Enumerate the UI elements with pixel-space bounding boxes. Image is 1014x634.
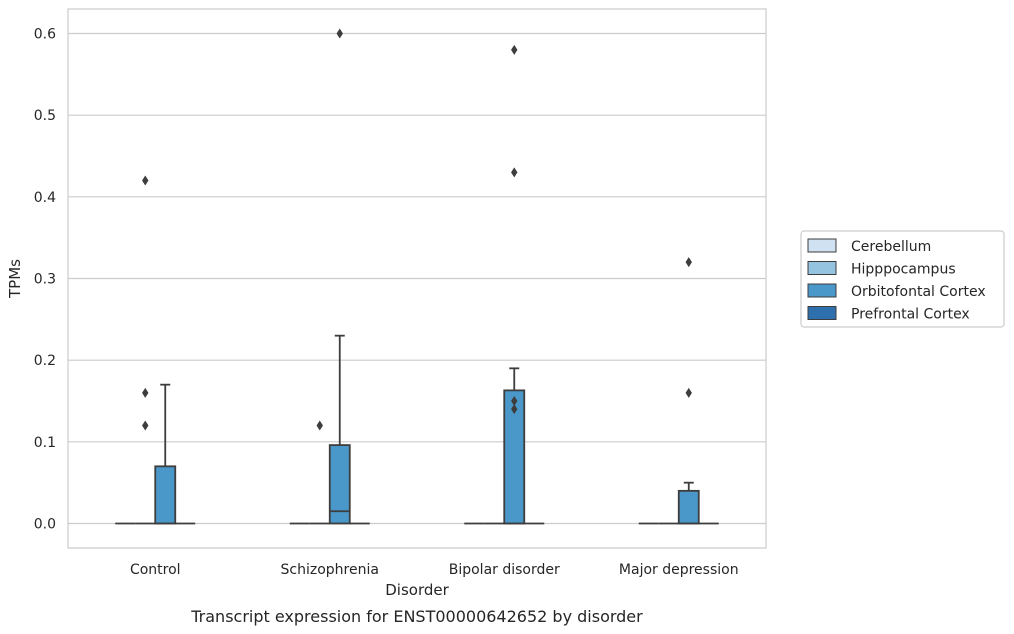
outlier-point: [511, 404, 518, 415]
outlier-point: [511, 396, 518, 406]
x-tick-label: Schizophrenia: [281, 562, 379, 578]
box-1-2: [328, 28, 351, 525]
box-body: [328, 444, 351, 525]
x-tick-label: Control: [130, 562, 181, 578]
y-tick-label: 0.0: [34, 517, 56, 533]
y-axis-ticks: 0.0 0.1 0.2 0.3 0.4 0.5 0.6: [34, 27, 56, 533]
box-3-2: [677, 257, 700, 525]
outlier-point: [511, 44, 518, 55]
outlier-point: [336, 28, 343, 39]
x-axis-label: Disorder: [385, 581, 449, 599]
box-1-1: [309, 420, 330, 525]
grid-lines: [68, 32, 766, 525]
outlier-point: [685, 257, 692, 268]
y-tick-label: 0.4: [34, 190, 56, 206]
box-0-1: [135, 175, 156, 525]
box-2-2: [503, 44, 526, 525]
x-tick-label: Major depression: [619, 562, 739, 578]
legend: Cerebellum Hipppocampus Orbitofontal Corte…: [800, 230, 1005, 328]
y-tick-label: 0.3: [34, 272, 56, 288]
outlier-point: [511, 167, 518, 178]
legend-label: Orbitofontal Cortex: [851, 284, 986, 300]
legend-swatch: [807, 261, 837, 275]
x-tick-label: Bipolar disorder: [449, 562, 560, 578]
box-body: [677, 489, 700, 525]
plot-frame: [67, 8, 767, 549]
box-0-2: [154, 383, 177, 525]
y-axis-label: TPMs: [6, 259, 24, 299]
y-tick-label: 0.1: [34, 435, 56, 451]
legend-label: Cerebellum: [851, 239, 931, 255]
outlier-point: [142, 420, 149, 431]
outlier-point: [142, 387, 149, 398]
box-body: [154, 465, 177, 525]
box-groups: [115, 28, 719, 525]
y-tick-label: 0.5: [34, 108, 56, 124]
legend-frame: [800, 230, 1005, 328]
y-tick-label: 0.6: [34, 27, 56, 43]
legend-label: Prefrontal Cortex: [851, 307, 970, 323]
outlier-point: [142, 175, 149, 186]
x-axis-ticks: Control Schizophrenia Bipolar disorder Majo…: [130, 562, 739, 578]
chart-caption: Transcript expression for ENST0000064265…: [190, 607, 643, 626]
legend-swatch: [807, 283, 837, 298]
outlier-point: [316, 420, 323, 431]
outlier-point: [685, 387, 692, 398]
legend-swatch: [807, 238, 837, 253]
legend-swatch: [807, 306, 837, 320]
y-tick-label: 0.2: [34, 353, 56, 369]
legend-label: Hipppocampus: [851, 262, 956, 278]
